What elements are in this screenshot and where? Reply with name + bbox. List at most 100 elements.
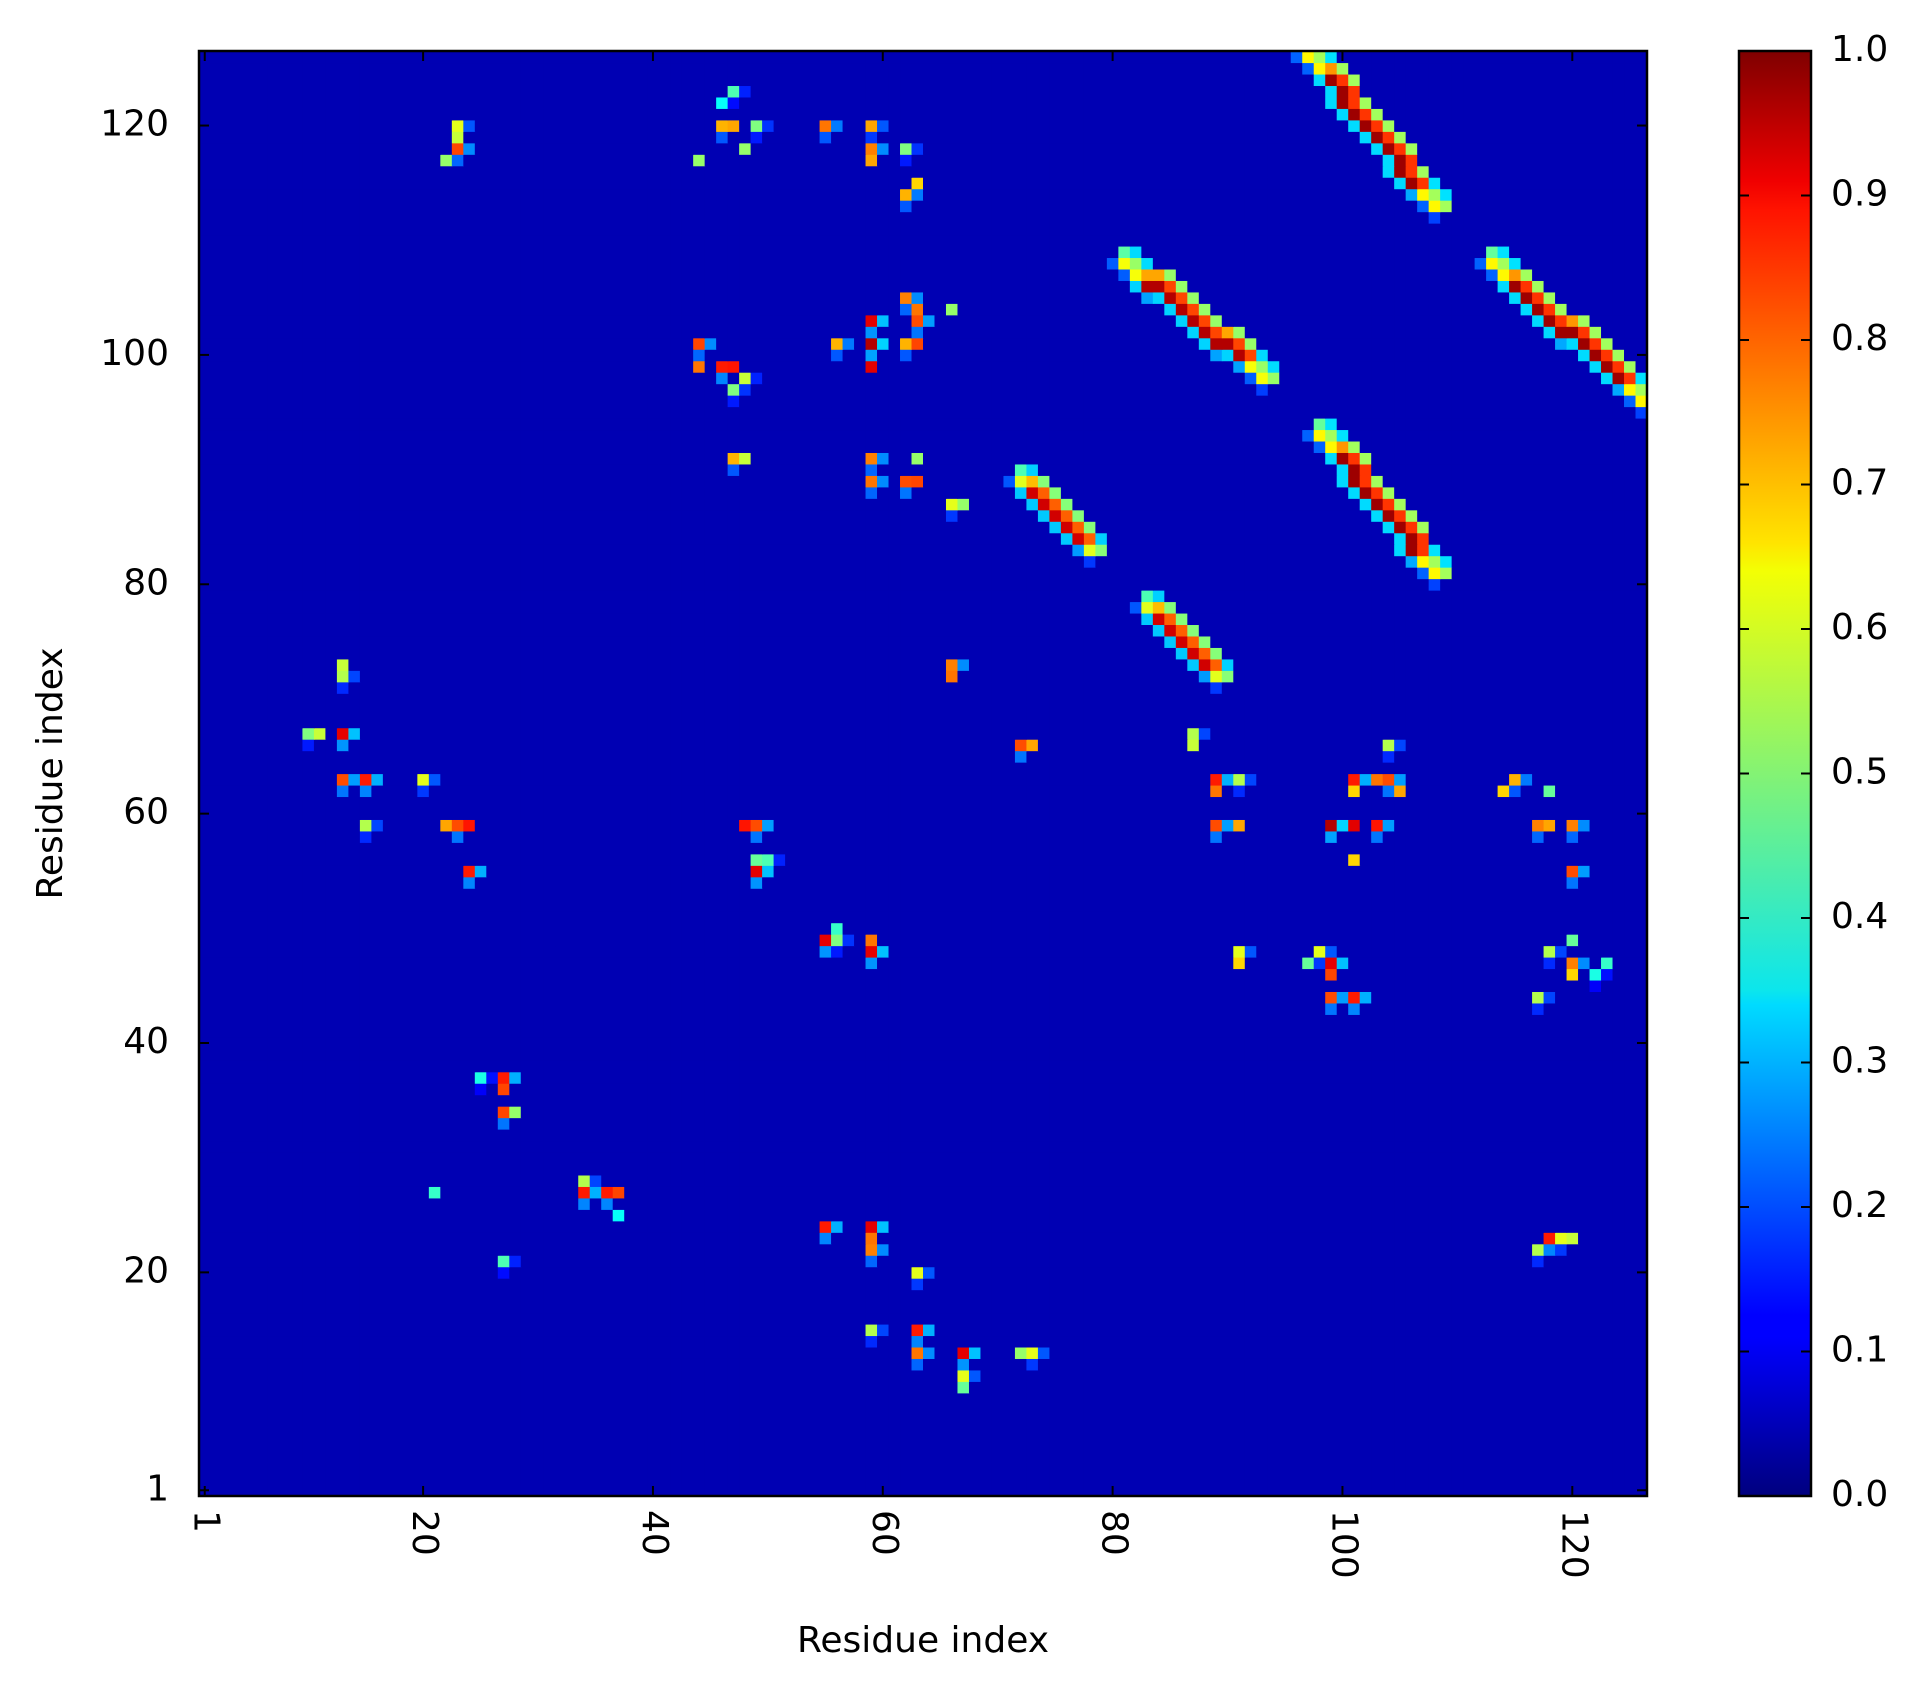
heatmap-cell (923, 1060, 936, 1073)
heatmap-cell (279, 1083, 292, 1096)
heatmap-cell (980, 1117, 993, 1130)
heatmap-cell (1509, 1358, 1522, 1371)
heatmap-cell (210, 1404, 223, 1417)
heatmap-cell (1313, 1151, 1326, 1165)
heatmap-cell (210, 1450, 223, 1463)
heatmap-cell (313, 1392, 327, 1405)
heatmap-cell (773, 1083, 786, 1096)
heatmap-cell (1543, 1473, 1556, 1486)
heatmap-cell (566, 1427, 579, 1440)
heatmap-cell (336, 1392, 349, 1405)
heatmap-cell (532, 1461, 545, 1474)
heatmap-cell (1578, 1117, 1591, 1130)
heatmap-cell (359, 1484, 372, 1497)
heatmap-cell (1267, 1174, 1280, 1187)
heatmap-cell (555, 1174, 568, 1187)
heatmap-cell (1095, 1484, 1108, 1497)
heatmap-cell (1152, 1289, 1165, 1302)
heatmap-cell (934, 1220, 947, 1233)
heatmap-cell (762, 1438, 775, 1451)
heatmap-cell (1635, 1335, 1648, 1348)
heatmap-cell (1072, 1392, 1085, 1405)
heatmap-cell (1440, 1117, 1453, 1130)
heatmap-cell (520, 1323, 533, 1337)
heatmap-cell (923, 1335, 936, 1348)
heatmap-cell (1072, 1461, 1085, 1474)
heatmap-cell (509, 1323, 522, 1337)
heatmap-cell (750, 1427, 763, 1440)
heatmap-cell (1394, 1186, 1407, 1199)
heatmap-cell (1325, 1048, 1338, 1061)
heatmap-cell (1624, 1427, 1637, 1440)
heatmap-cell (704, 1346, 717, 1359)
heatmap-cell (1566, 1278, 1579, 1291)
heatmap-cell (945, 1106, 959, 1119)
heatmap-cell (888, 1243, 901, 1256)
heatmap-cell (1601, 1106, 1614, 1119)
heatmap-cell (543, 1358, 556, 1371)
heatmap-cell (371, 1323, 384, 1337)
heatmap-cell (1578, 1048, 1591, 1061)
heatmap-cell (693, 1117, 706, 1130)
heatmap-cell (773, 1323, 786, 1337)
heatmap-cell (279, 1243, 292, 1256)
heatmap-cell (1405, 1427, 1418, 1440)
heatmap-cell (1371, 1484, 1384, 1497)
heatmap-cell (1543, 1209, 1556, 1222)
heatmap-cell (1095, 1174, 1108, 1187)
heatmap-cell (911, 1278, 924, 1291)
heatmap-cell (601, 1232, 614, 1245)
heatmap-cell (1589, 1473, 1602, 1486)
heatmap-cell (831, 1129, 844, 1142)
heatmap-cell (1118, 1071, 1131, 1084)
heatmap-cell (923, 1438, 936, 1451)
heatmap-cell (1152, 1266, 1165, 1279)
heatmap-cell (1601, 1392, 1614, 1405)
heatmap-cell (601, 1289, 614, 1302)
heatmap-cell (302, 1335, 315, 1348)
heatmap-cell (968, 1346, 982, 1359)
heatmap-cell (578, 1048, 591, 1061)
heatmap-cell (796, 1071, 809, 1084)
heatmap-cell (877, 1358, 890, 1371)
heatmap-cell (313, 1220, 327, 1233)
heatmap-cell (1198, 1106, 1211, 1119)
heatmap-cell (1417, 1174, 1430, 1187)
heatmap-cell (1474, 1255, 1487, 1268)
heatmap-cell (1267, 1106, 1280, 1119)
heatmap-cell (1589, 1232, 1602, 1245)
heatmap-cell (1118, 1335, 1131, 1348)
heatmap-cell (1555, 1197, 1568, 1210)
heatmap-cell (1072, 1335, 1085, 1348)
heatmap-cell (957, 1450, 970, 1463)
heatmap-cell (1014, 1083, 1028, 1096)
heatmap-cell (1014, 1404, 1028, 1417)
heatmap-cell (911, 1255, 924, 1268)
heatmap-cell (1175, 1346, 1188, 1359)
heatmap-cell (1175, 1358, 1188, 1371)
heatmap-cell (290, 1392, 304, 1405)
heatmap-cell (923, 1404, 936, 1417)
heatmap-cell (1290, 1484, 1303, 1497)
heatmap-cell (980, 1438, 993, 1451)
heatmap-cell (900, 1151, 913, 1165)
heatmap-cell (808, 1071, 821, 1084)
heatmap-cell (336, 1220, 349, 1233)
heatmap-cell (1497, 1174, 1510, 1187)
heatmap-cell (589, 1094, 602, 1107)
heatmap-cell (1072, 1117, 1085, 1130)
heatmap-cell (1325, 1301, 1338, 1314)
heatmap-cell (199, 1163, 212, 1176)
heatmap-cell (934, 1037, 947, 1050)
heatmap-cell (1601, 1163, 1614, 1176)
heatmap-cell (474, 1174, 487, 1187)
heatmap-cell (1106, 1278, 1119, 1291)
heatmap-cell (463, 1438, 476, 1451)
heatmap-cell (1474, 1358, 1487, 1371)
heatmap-cell (934, 1255, 947, 1268)
heatmap-cell (635, 1209, 648, 1222)
heatmap-cell (1555, 1048, 1568, 1061)
heatmap-cell (440, 1140, 453, 1153)
heatmap-cell (1474, 1392, 1487, 1405)
heatmap-cell (1486, 1243, 1499, 1256)
